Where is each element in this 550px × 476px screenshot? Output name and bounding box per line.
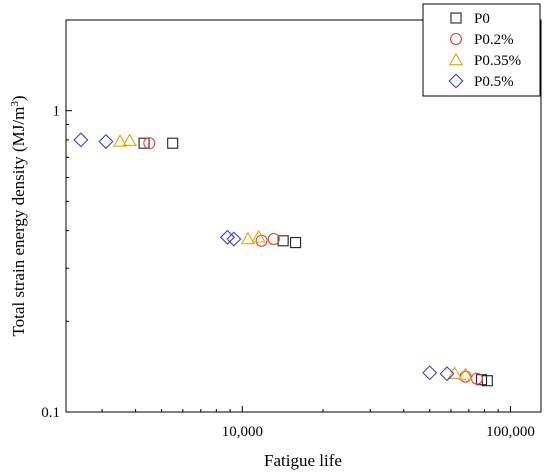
data-points [73,132,493,387]
data-point-square [290,237,302,249]
series-diamond [73,132,455,382]
data-point-diamond [439,366,455,382]
plot-area [65,19,542,413]
data-point-square [167,137,179,149]
legend-entry: P0.2% [449,32,514,48]
data-point-square [475,374,488,386]
data-point-triangle [240,231,256,245]
series-square [138,137,493,387]
legend: P0 P0.2% P0.35% P0.5% [422,3,541,97]
data-point-diamond [73,132,89,148]
x-tick-label: 100,000 [486,424,535,440]
series-circle [143,137,483,385]
y-tick-label: 0.1 [41,405,60,421]
legend-entry: P0 [450,11,490,27]
data-point-circle [459,370,472,383]
legend-label: P0 [474,11,490,27]
legend-label: P0.2% [474,32,514,48]
legend-entry: P0.35% [448,52,521,69]
legend-box [422,3,541,97]
legend-marker-circle [449,32,463,46]
data-point-square [277,235,289,247]
x-axis-label: Fatigue life [264,451,342,470]
y-axis-label: Total strain energy density (MJ/m3) [9,95,28,336]
data-point-triangle [112,134,128,147]
plot-frame [65,19,542,413]
data-point-diamond [226,231,242,247]
y-tick-label: 1 [53,104,61,120]
legend-marker-square [450,12,462,24]
ticks [66,110,511,413]
legend-entry: P0.5% [448,73,514,90]
data-point-diamond [98,134,114,150]
data-point-triangle [122,133,137,146]
series-triangle [112,133,473,380]
data-point-triangle [447,366,462,379]
data-point-circle [143,137,156,150]
data-point-diamond [219,229,235,245]
legend-marker-diamond [448,73,464,89]
data-point-circle [267,232,280,246]
tick-labels: 10,000 100,000 0.1 1 [41,104,535,440]
data-point-triangle [458,367,473,380]
legend-label: P0.35% [474,53,521,69]
data-point-square [138,137,150,149]
data-point-triangle [251,229,266,243]
legend-label: P0.5% [474,74,514,90]
x-tick-label: 10,000 [222,424,263,440]
legend-marker-triangle [448,52,464,66]
data-point-diamond [422,365,438,381]
